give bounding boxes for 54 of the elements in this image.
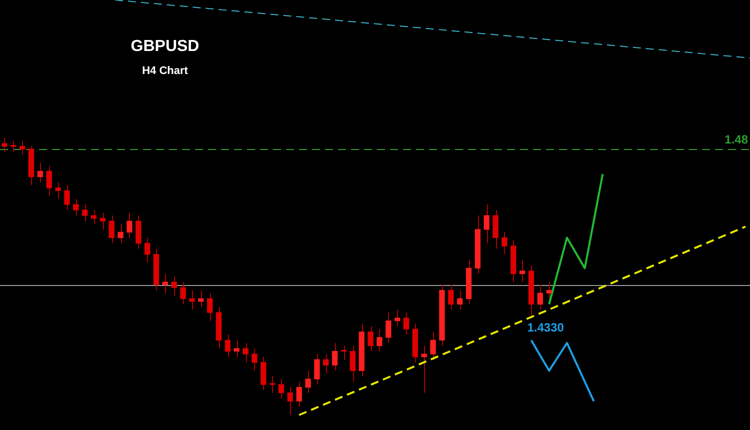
- candlestick: [82, 204, 88, 222]
- annotation: 1.4330: [527, 320, 564, 335]
- candlestick: [386, 312, 392, 344]
- candlestick: [55, 182, 61, 200]
- candlestick: [368, 326, 374, 352]
- candlestick: [234, 340, 240, 358]
- candlestick: [519, 259, 526, 283]
- candlestick: [546, 282, 552, 300]
- candlestick: [108, 215, 114, 244]
- candlestick: [376, 328, 382, 352]
- candlestick: [198, 290, 204, 308]
- chart-title: GBPUSD: [130, 38, 200, 56]
- candlestick: [502, 232, 508, 255]
- candlestick: [224, 334, 231, 358]
- candlestick: [323, 354, 329, 374]
- candlestick: [430, 331, 436, 360]
- candlestick: [350, 345, 356, 382]
- candlestick: [484, 204, 490, 244]
- candlestick: [90, 210, 97, 224]
- candlestick: [46, 165, 52, 197]
- candlestick: [394, 309, 400, 327]
- candlestick: [73, 198, 79, 216]
- candlestick: [403, 312, 410, 336]
- candlestick: [332, 342, 338, 372]
- candlestick: [305, 370, 311, 394]
- candlestick: [19, 140, 26, 156]
- candlestick: [278, 378, 284, 399]
- candlestick: [252, 348, 258, 372]
- candlestick: [421, 345, 427, 394]
- candlestick: [287, 386, 294, 416]
- candlestick: [144, 237, 150, 264]
- candlestick: [136, 215, 142, 250]
- candlestick: [189, 290, 195, 310]
- candlestick: [260, 356, 266, 391]
- candlestick: [2, 138, 8, 152]
- candlestick: [492, 210, 498, 250]
- candlestick: [314, 354, 320, 386]
- chart-subtitle: H4 Chart: [141, 65, 189, 77]
- candlestick: [242, 342, 248, 363]
- candlestick: [100, 212, 106, 230]
- annotation: 1.48: [724, 132, 748, 146]
- candlestick: [162, 273, 168, 294]
- candlestick: [180, 282, 186, 305]
- candlestick: [537, 284, 544, 310]
- candlestick: [269, 376, 276, 394]
- candlestick: [37, 162, 44, 183]
- candlestick: [206, 292, 213, 322]
- candlestick: [126, 212, 132, 238]
- candlestick: [64, 184, 70, 211]
- candlestick: [456, 290, 463, 310]
- candlestick: [171, 276, 177, 296]
- candlestick: [118, 223, 124, 244]
- candlestick: [448, 284, 454, 310]
- candlestick: [296, 381, 302, 408]
